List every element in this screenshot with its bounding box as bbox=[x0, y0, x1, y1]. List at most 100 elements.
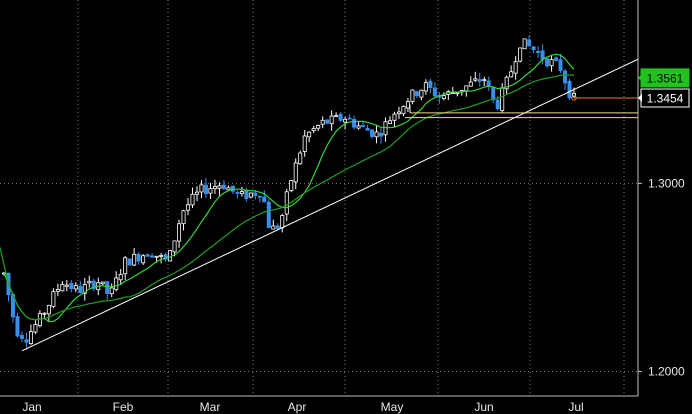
x-tick-label-1: Feb bbox=[113, 400, 134, 414]
candle-body-38 bbox=[172, 240, 177, 253]
moving-averages bbox=[0, 53, 575, 323]
candle-body-89 bbox=[401, 105, 406, 115]
candle-body-109 bbox=[491, 86, 496, 101]
candle-body-125 bbox=[563, 70, 568, 84]
candle-body-54 bbox=[244, 189, 249, 199]
price-badge-pointer-0 bbox=[638, 73, 642, 82]
candle-body-79 bbox=[356, 125, 361, 129]
candle-body-67 bbox=[302, 135, 307, 152]
candle-body-25 bbox=[114, 277, 119, 290]
price-badge-text-0: 1.3561 bbox=[647, 71, 684, 85]
candle-body-45 bbox=[203, 184, 208, 195]
candle-body-85 bbox=[383, 121, 388, 136]
candle-body-50 bbox=[226, 187, 231, 191]
candle-body-66 bbox=[298, 152, 303, 165]
candle-body-93 bbox=[419, 89, 424, 98]
candle-body-39 bbox=[177, 223, 182, 242]
price-badge-pointer-1 bbox=[638, 94, 642, 103]
candle-body-70 bbox=[316, 125, 321, 129]
candle-body-88 bbox=[396, 111, 401, 115]
candle-body-96 bbox=[432, 87, 437, 97]
candle-body-62 bbox=[280, 215, 285, 229]
candle-body-53 bbox=[239, 191, 244, 195]
candle-body-87 bbox=[392, 113, 397, 121]
x-tick-label-3: Apr bbox=[288, 400, 307, 414]
candle-body-95 bbox=[428, 80, 433, 89]
candle-body-16 bbox=[73, 285, 78, 290]
candle-body-94 bbox=[423, 82, 428, 92]
x-tick-label-5: Jun bbox=[474, 400, 493, 414]
price-marker-dot bbox=[571, 95, 577, 101]
candle-body-83 bbox=[374, 131, 379, 138]
candle-body-12 bbox=[55, 289, 60, 292]
candle-body-23 bbox=[105, 281, 110, 294]
candle-body-80 bbox=[361, 125, 366, 127]
candle-body-60 bbox=[271, 225, 276, 230]
candle-body-52 bbox=[235, 192, 240, 194]
candle-body-90 bbox=[405, 101, 410, 109]
candle-body-122 bbox=[549, 59, 554, 67]
candle-body-118 bbox=[531, 46, 536, 51]
candle-body-111 bbox=[500, 87, 505, 111]
candle-body-63 bbox=[284, 191, 289, 215]
price-badge-text-1: 1.3454 bbox=[647, 92, 684, 106]
candle-body-37 bbox=[168, 250, 173, 262]
candle-body-112 bbox=[504, 76, 509, 90]
x-tick-label-2: Mar bbox=[200, 400, 221, 414]
candle-body-7 bbox=[33, 324, 38, 333]
candle-body-42 bbox=[190, 193, 195, 206]
candle-body-117 bbox=[527, 39, 532, 47]
candle-body-100 bbox=[450, 92, 455, 94]
candle-body-105 bbox=[473, 78, 478, 81]
candle-body-81 bbox=[365, 127, 370, 131]
candle-body-24 bbox=[109, 287, 114, 295]
candle-body-107 bbox=[482, 79, 487, 82]
x-tick-label-6: Jul bbox=[568, 400, 583, 414]
y-tick-label-0: 1.3000 bbox=[648, 176, 685, 190]
axes bbox=[0, 0, 639, 397]
y-tick-label-1: 1.2000 bbox=[648, 365, 685, 379]
candle-body-75 bbox=[338, 113, 343, 121]
candle-body-59 bbox=[266, 201, 271, 229]
candle-body-76 bbox=[343, 118, 348, 123]
candle-body-13 bbox=[60, 284, 65, 292]
candle-body-127 bbox=[572, 92, 577, 97]
candle-body-86 bbox=[387, 120, 392, 124]
candle-body-69 bbox=[311, 128, 316, 131]
candle-body-110 bbox=[495, 99, 500, 110]
candle-body-19 bbox=[87, 280, 92, 284]
candle-body-123 bbox=[554, 57, 559, 61]
candle-body-31 bbox=[141, 255, 146, 264]
candle-body-64 bbox=[289, 180, 294, 192]
candle-body-44 bbox=[199, 184, 204, 193]
candle-body-73 bbox=[329, 115, 334, 125]
candle-body-48 bbox=[217, 185, 222, 189]
candle-body-78 bbox=[352, 118, 357, 128]
candle-body-115 bbox=[518, 47, 523, 62]
ma-fast-line bbox=[3, 53, 575, 323]
candle-body-28 bbox=[127, 258, 132, 266]
candle-body-36 bbox=[163, 254, 168, 260]
candle-body-46 bbox=[208, 188, 213, 194]
candle-body-22 bbox=[100, 281, 105, 285]
candle-body-65 bbox=[293, 162, 298, 183]
candle-body-34 bbox=[154, 255, 159, 258]
candle-body-124 bbox=[558, 59, 563, 71]
candle-body-35 bbox=[159, 255, 164, 257]
candle-body-77 bbox=[347, 117, 352, 120]
candle-body-58 bbox=[262, 196, 267, 203]
candle-body-126 bbox=[567, 80, 572, 99]
candle-body-84 bbox=[379, 132, 384, 137]
candle-body-9 bbox=[42, 312, 47, 315]
candle-body-72 bbox=[325, 119, 330, 124]
candle-body-121 bbox=[545, 58, 550, 67]
candle-body-20 bbox=[91, 280, 96, 290]
candle-body-47 bbox=[212, 186, 217, 189]
candle-body-71 bbox=[320, 119, 325, 125]
candle-body-106 bbox=[477, 79, 482, 82]
candle-body-116 bbox=[522, 38, 527, 50]
candle-body-68 bbox=[307, 131, 312, 138]
candle-body-41 bbox=[186, 204, 191, 211]
candle-body-119 bbox=[536, 51, 541, 53]
